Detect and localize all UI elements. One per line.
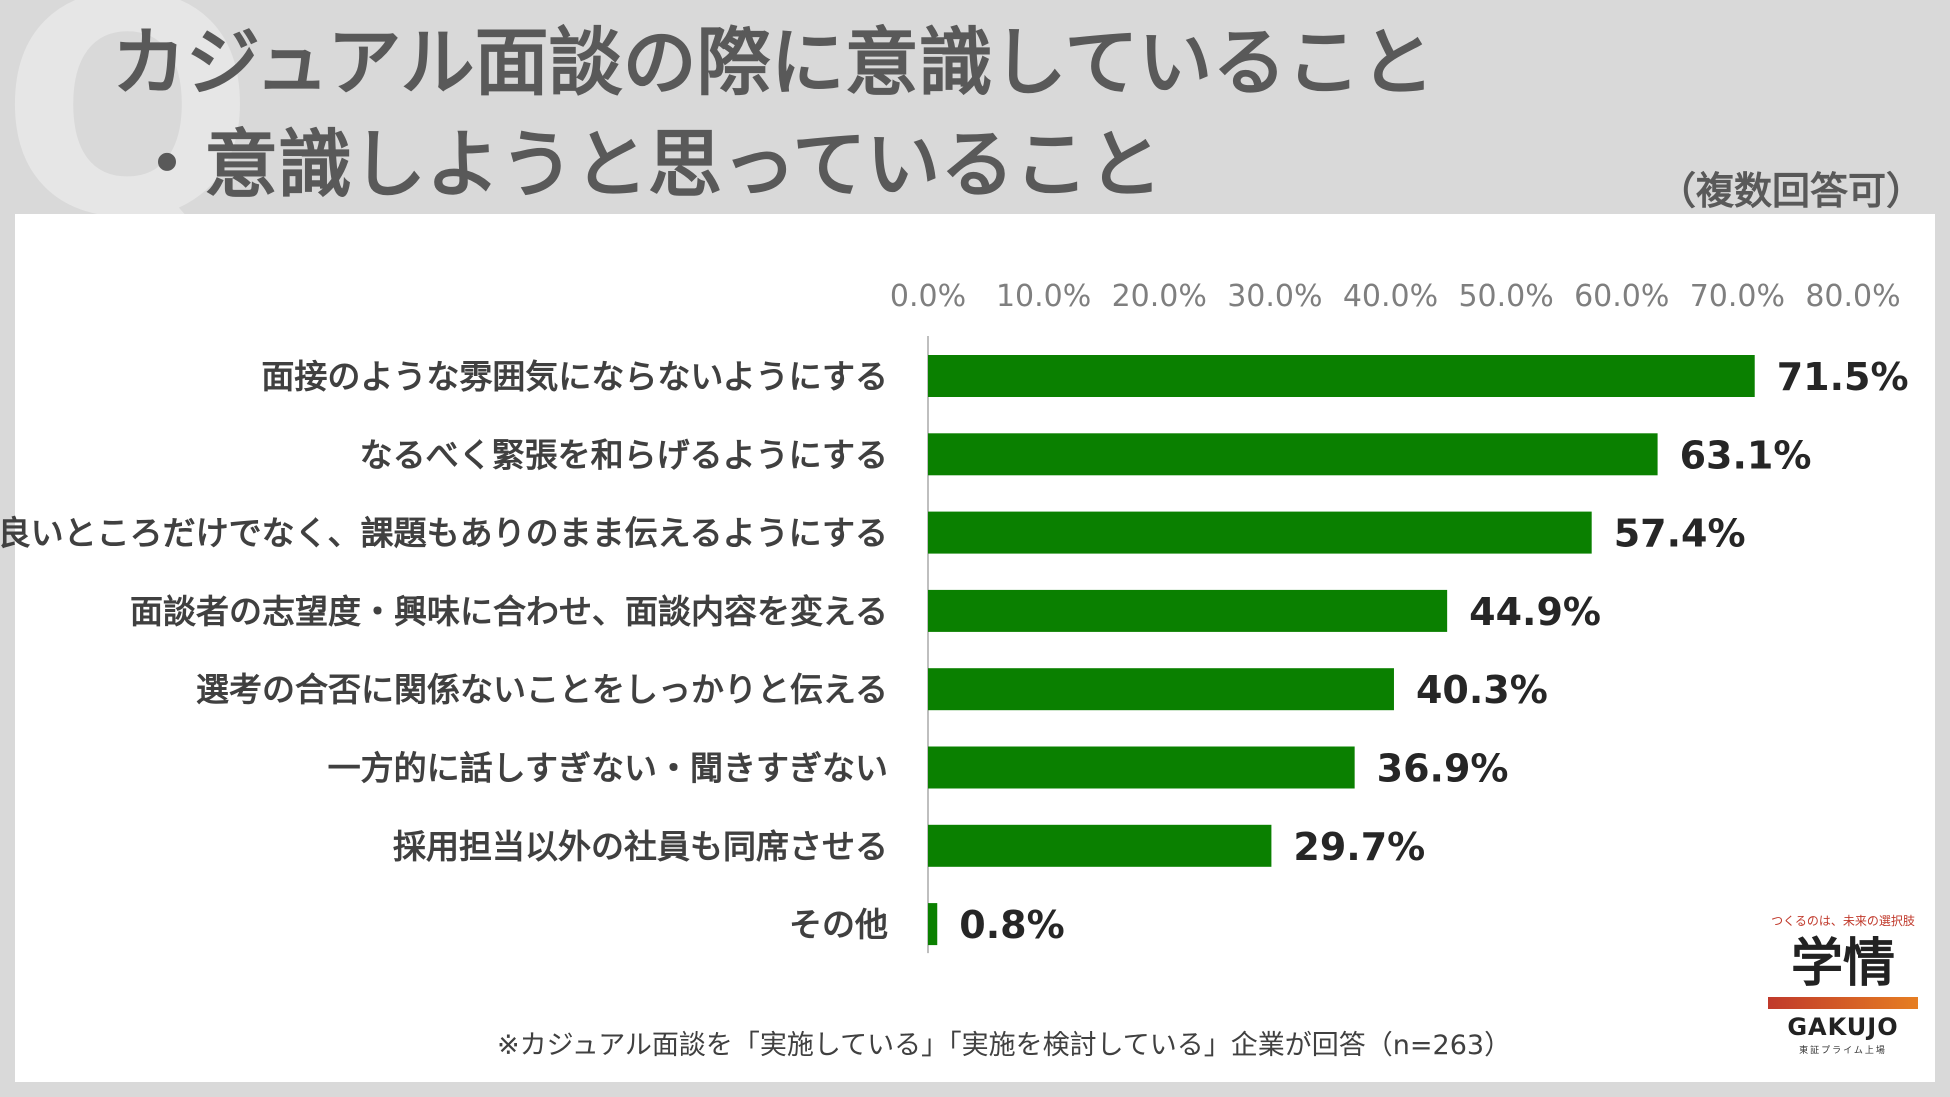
logo-tagline: つくるのは、未来の選択肢 (1771, 914, 1915, 928)
value-label: 0.8% (959, 903, 1064, 947)
x-tick-label: 30.0% (1227, 279, 1322, 314)
logo-english: GAKUJO (1787, 1012, 1899, 1041)
value-labels: 71.5% 63.1% 57.4% 44.9% 40.3% 36.9% 29.7% 0.8% (959, 355, 1908, 947)
x-tick-label: 80.0% (1805, 279, 1900, 314)
x-tick-label: 0.0% (890, 279, 966, 314)
category-label: なるべく緊張を和らげるようにする (360, 435, 888, 474)
bar (928, 355, 1755, 397)
gakujo-logo: つくるのは、未来の選択肢 学情 GAKUJO 東証プライム上場 (1758, 912, 1928, 1056)
value-label: 63.1% (1680, 433, 1812, 477)
bar (928, 589, 1448, 632)
value-label: 57.4% (1614, 512, 1746, 556)
x-tick-label: 10.0% (996, 279, 1091, 314)
value-label: 36.9% (1377, 747, 1509, 791)
logo-bar (1768, 996, 1918, 1009)
logo-kanji: 学情 (1790, 934, 1895, 994)
x-axis-ticks: 0.0% 10.0% 20.0% 30.0% 40.0% 50.0% 60.0% 70.0% 8… (890, 279, 1901, 954)
bar (928, 668, 1394, 711)
category-label: 選考の合否に関係ないことをしっかりと伝える (196, 670, 888, 709)
category-label: その他 (789, 905, 888, 944)
category-label: 採用担当以外の社員も同席させる (393, 827, 888, 866)
bar (928, 903, 938, 946)
category-label: 一方的に話しすぎない・聞きすぎない (328, 749, 888, 788)
bar (928, 433, 1658, 476)
bars (928, 355, 1755, 946)
category-label: 面接のような雰囲気にならないようにする (261, 357, 888, 396)
x-tick-label: 20.0% (1112, 279, 1207, 314)
title-line-2: ・意識しようと思っていること (130, 122, 1163, 208)
x-tick-label: 40.0% (1343, 279, 1438, 314)
logo-sub: 東証プライム上場 (1799, 1045, 1887, 1056)
bar (928, 511, 1592, 554)
category-labels: 面接のような雰囲気にならないようにするなるべく緊張を和らげるようにする良いところ… (0, 357, 888, 944)
category-label: 良いところだけでなく、課題もありのまま伝えるようにする (0, 514, 888, 553)
x-tick-label: 50.0% (1458, 279, 1553, 314)
category-label: 面談者の志望度・興味に合わせ、面談内容を変える (130, 592, 888, 631)
title-line-1: カジュアル面談の際に意識していること (112, 20, 1435, 106)
footnote: ※カジュアル面談を「実施している」「実施を検討している」企業が回答（n=263） (497, 1030, 1512, 1061)
value-label: 40.3% (1416, 668, 1548, 712)
bar (928, 746, 1355, 789)
x-tick-label: 60.0% (1574, 279, 1669, 314)
value-label: 44.9% (1469, 590, 1601, 634)
value-label: 29.7% (1293, 825, 1425, 869)
multi-answer-note: （複数回答可） (1657, 169, 1924, 213)
bar (928, 824, 1272, 867)
value-label: 71.5% (1777, 355, 1909, 399)
x-tick-label: 70.0% (1690, 279, 1785, 314)
